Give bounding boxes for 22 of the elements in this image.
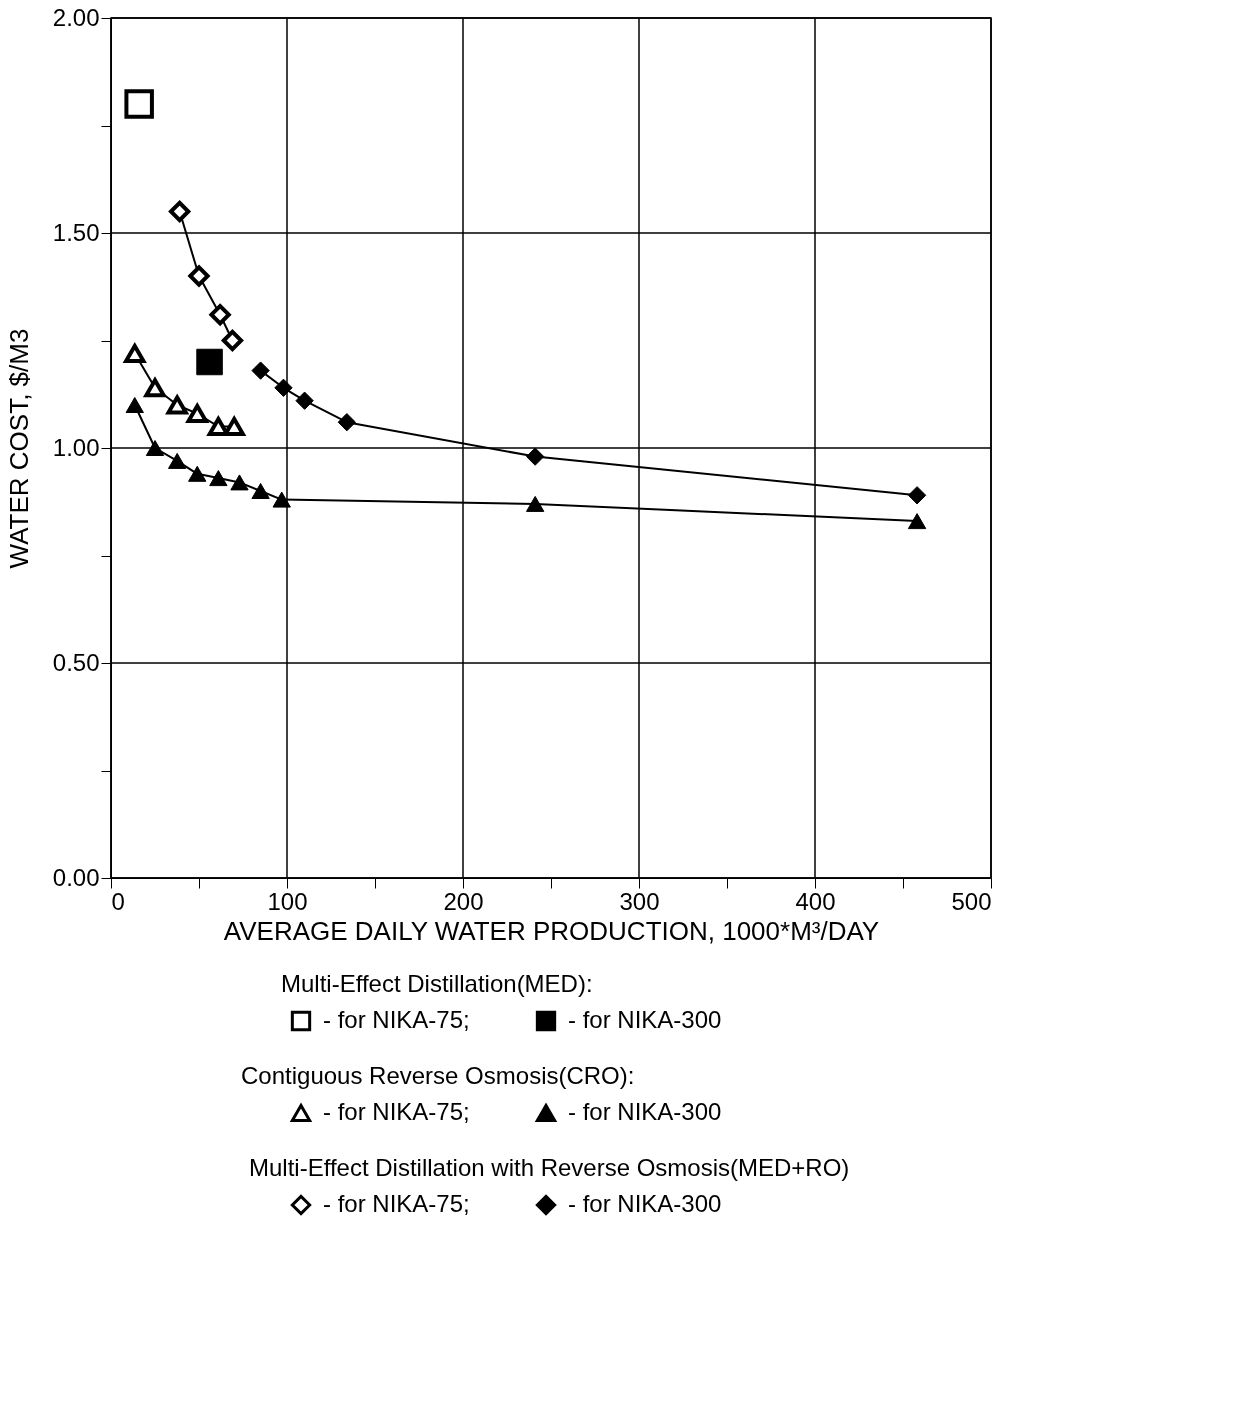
y-tick-label: 1.00 [52,433,100,461]
legend-label: - for NIKA-75; [323,1098,470,1125]
x-tick-label: 300 [619,887,660,915]
text: Contiguous Reverse Osmosis(CRO): [241,1062,635,1089]
legend-label: - for NIKA-75; [323,1006,470,1033]
text: Multi-Effect Distillation with Reverse Osmosis(MED+RO) [249,1154,850,1181]
x-tick-label: 100 [267,887,308,915]
y-axis-title: WATER COST, $/M3 [3,328,34,569]
x-axis-title: AVERAGE DAILY WATER PRODUCTION, 1000*M³/DAY [223,915,880,946]
y-tick-label: 0.50 [52,648,100,676]
text: Multi-Effect Distillation(MED): [281,970,593,997]
legend-label: - for NIKA-300 [568,1006,722,1033]
y-tick-label: 1.50 [52,218,100,246]
y-tick-label: 2.00 [52,3,100,31]
legend-label: - for NIKA-300 [568,1190,722,1217]
x-tick-label: 400 [795,887,836,915]
x-tick-label: 200 [443,887,484,915]
legend-label: - for NIKA-300 [568,1098,722,1125]
x-tick-label: 500 [951,887,992,915]
y-tick-label: 0.00 [52,863,100,891]
x-tick-label: 0 [111,887,125,915]
legend-label: - for NIKA-75; [323,1190,470,1217]
